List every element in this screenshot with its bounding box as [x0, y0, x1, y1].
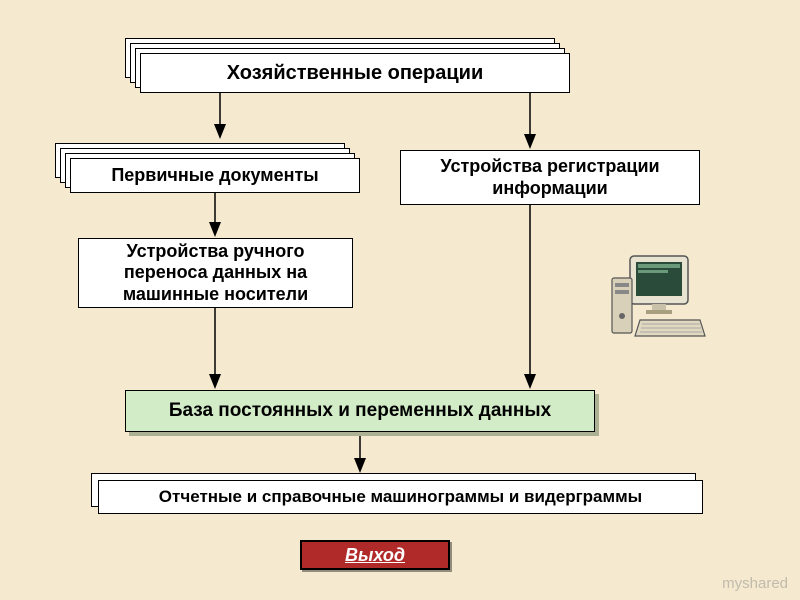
operations-box: Хозяйственные операции: [140, 53, 570, 93]
exit-button[interactable]: Выход: [300, 540, 450, 570]
reports-box: Отчетные и справочные машинограммы и вид…: [98, 480, 703, 514]
database-box: База постоянных и переменных данных: [125, 390, 595, 432]
manual-transfer-box: Устройства ручного переноса данных на ма…: [78, 238, 353, 308]
manual-transfer-label: Устройства ручного переноса данных на ма…: [83, 241, 348, 306]
exit-button-label: Выход: [345, 545, 405, 566]
primary-docs-label: Первичные документы: [111, 165, 318, 187]
computer-icon: [610, 248, 710, 348]
operations-label: Хозяйственные операции: [227, 61, 484, 85]
database-label: База постоянных и переменных данных: [169, 400, 551, 422]
watermark: myshared: [722, 575, 788, 592]
primary-docs-box: Первичные документы: [70, 158, 360, 193]
reports-label: Отчетные и справочные машинограммы и вид…: [159, 487, 642, 507]
registration-label: Устройства регистрации информации: [405, 156, 695, 199]
registration-box: Устройства регистрации информации: [400, 150, 700, 205]
